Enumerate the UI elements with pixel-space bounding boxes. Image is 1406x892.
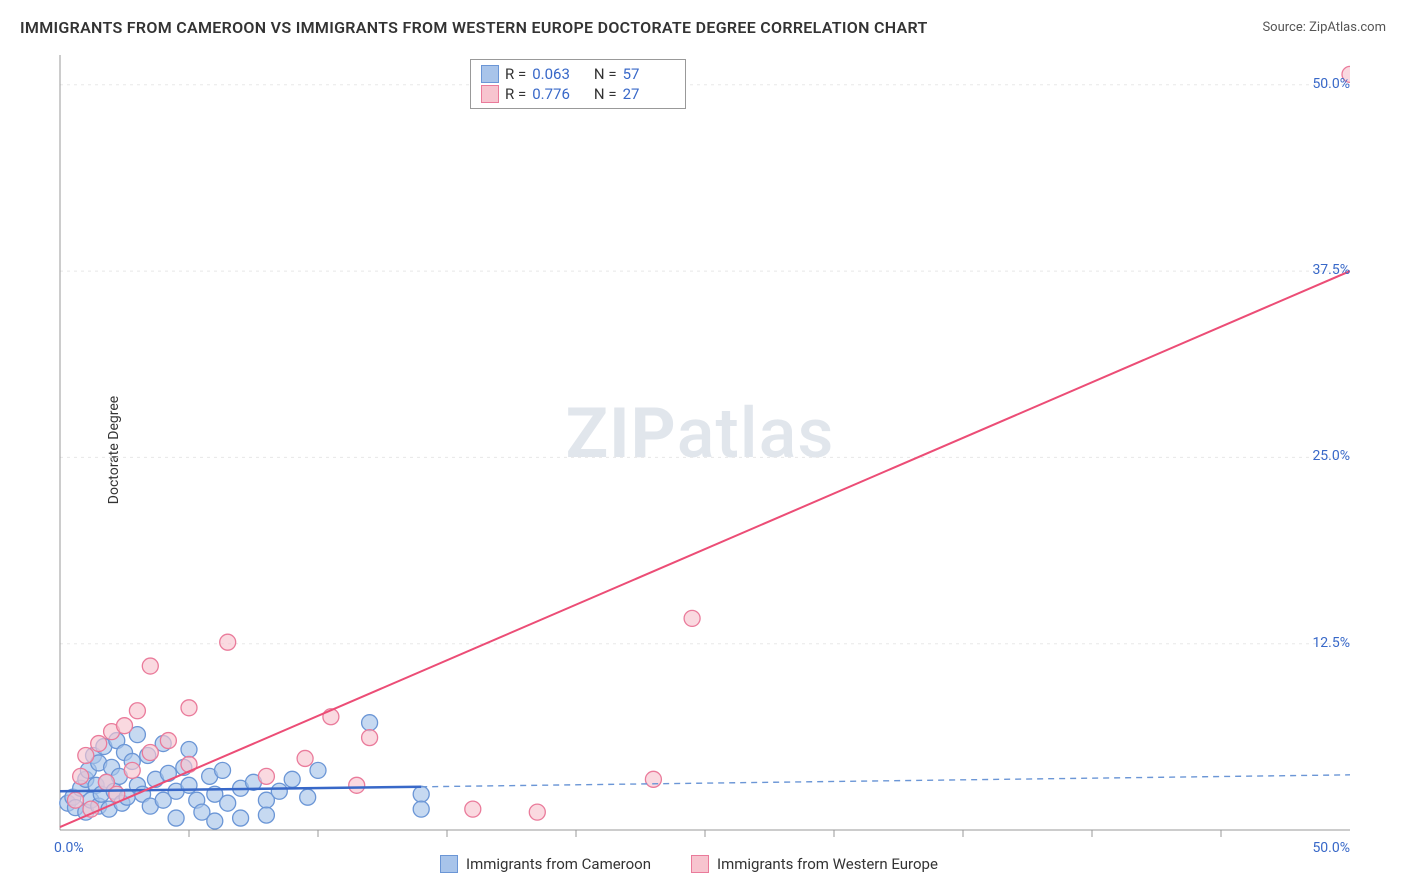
axis-tick-label: 12.5% bbox=[1312, 635, 1350, 651]
chart-svg bbox=[50, 55, 1350, 845]
stat-n-label: N = bbox=[590, 65, 616, 83]
source-attribution: Source: ZipAtlas.com bbox=[1262, 20, 1386, 35]
axis-tick-label: 0.0% bbox=[54, 840, 84, 856]
stat-r-label: R = bbox=[505, 85, 526, 103]
stat-r-value: 0.063 bbox=[532, 65, 584, 83]
legend-item: Immigrants from Cameroon bbox=[440, 855, 651, 873]
series-swatch bbox=[481, 65, 499, 83]
series-swatch bbox=[440, 855, 458, 873]
stat-n-value: 27 bbox=[623, 85, 675, 103]
legend-label: Immigrants from Western Europe bbox=[717, 855, 938, 873]
series-swatch bbox=[691, 855, 709, 873]
axis-tick-label: 50.0% bbox=[1312, 76, 1350, 92]
chart-plot-area: Doctorate Degree ZIPatlas R =0.063 N =57… bbox=[50, 55, 1350, 845]
stat-r-value: 0.776 bbox=[532, 85, 584, 103]
stats-row: R = 0.776 N = 27 bbox=[481, 84, 675, 104]
legend-item: Immigrants from Western Europe bbox=[691, 855, 938, 873]
stats-row: R = 0.063 N = 57 bbox=[481, 64, 675, 84]
axis-tick-label: 37.5% bbox=[1312, 262, 1350, 278]
correlation-stats-legend: R = 0.063 N = 57 R = 0.776 N = 27 bbox=[470, 59, 686, 109]
stat-r-label: R = bbox=[505, 65, 526, 83]
axis-tick-label: 50.0% bbox=[1312, 840, 1350, 856]
series-swatch bbox=[481, 85, 499, 103]
series-legend: Immigrants from Cameroon Immigrants from … bbox=[440, 855, 938, 873]
stat-n-value: 57 bbox=[623, 65, 675, 83]
legend-label: Immigrants from Cameroon bbox=[466, 855, 651, 873]
chart-title: IMMIGRANTS FROM CAMEROON VS IMMIGRANTS F… bbox=[20, 18, 928, 37]
stat-n-label: N = bbox=[590, 85, 616, 103]
axis-tick-label: 25.0% bbox=[1312, 448, 1350, 464]
